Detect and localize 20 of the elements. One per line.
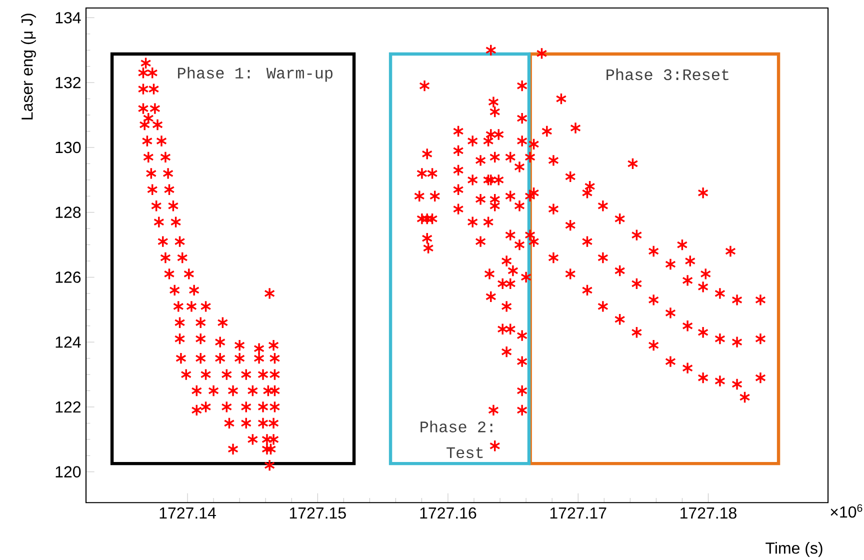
y-tick-label: 120 bbox=[56, 466, 81, 478]
y-tick-label: 126 bbox=[56, 272, 81, 283]
y-tick-label: 124 bbox=[56, 336, 81, 348]
annotation: Test bbox=[446, 447, 483, 458]
text: ×10$^{6}$ bbox=[830, 504, 862, 518]
y-tick-label: 128 bbox=[56, 206, 81, 218]
x-tick-label: 1727.17 bbox=[550, 507, 606, 519]
annotation: Phase 1: Warm-up bbox=[178, 66, 332, 82]
y-tick-label: 130 bbox=[56, 142, 81, 154]
x-tick-label: 1727.15 bbox=[290, 507, 346, 519]
y-tick-label: 132 bbox=[56, 76, 80, 88]
annotation: Phase 3:Reset bbox=[606, 68, 728, 80]
y-axis-title: Laser eng (μ J) bbox=[21, 14, 36, 120]
x-tick-label: 1727.18 bbox=[680, 507, 736, 519]
y-tick-label: 134 bbox=[56, 12, 81, 24]
annotation: Phase 2: bbox=[420, 420, 492, 432]
x-tick-label: 1727.16 bbox=[420, 507, 476, 519]
y-tick-label: 122 bbox=[56, 401, 80, 413]
x-tick-label: 1727.14 bbox=[160, 507, 216, 519]
x-axis-title: Time (s) bbox=[766, 542, 822, 557]
